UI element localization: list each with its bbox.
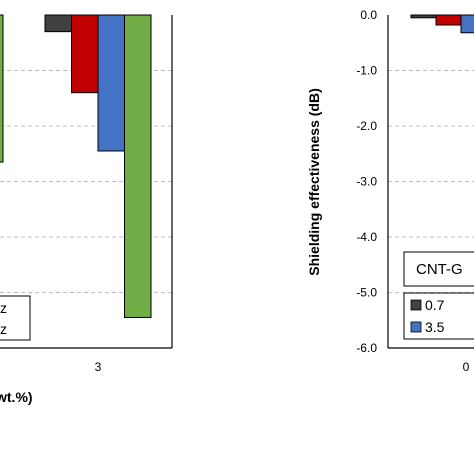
left-bar-series-2	[71, 14, 99, 94]
left-bar-series-4	[124, 14, 152, 318]
left-plot-bars	[0, 14, 152, 318]
left-x-axis-label-fragment: wt.%)	[0, 389, 33, 405]
right-legend-label-1: 0.7	[425, 297, 445, 313]
left-bar-series-1	[44, 14, 72, 33]
right-y-ticks: 0.0 -1.0 -2.0 -3.0 -4.0 -5.0 -6.0	[356, 8, 377, 355]
left-x-tick-label: 3	[95, 360, 102, 374]
right-y-tick-label: -5.0	[356, 286, 377, 300]
right-bar-series-1	[410, 14, 437, 19]
right-y-tick-label: -6.0	[356, 341, 377, 355]
left-bar-partial	[0, 14, 4, 163]
right-legend-swatch-2	[410, 321, 422, 333]
right-y-tick-label: -4.0	[356, 230, 377, 244]
right-bar-series-2	[435, 14, 462, 26]
right-x-tick-label: 0	[463, 360, 470, 374]
right-legend-title: CNT-G	[416, 261, 463, 278]
right-legend-swatch-1	[410, 299, 422, 311]
right-y-tick-label: -1.0	[356, 64, 377, 78]
right-y-tick-label: -2.0	[356, 119, 377, 133]
right-y-tick-label: 0.0	[360, 8, 377, 22]
right-y-tick-label: -3.0	[356, 175, 377, 189]
left-bar-series-3	[97, 14, 125, 152]
right-bar-series-3	[460, 14, 474, 34]
right-legend-label-2: 3.5	[425, 319, 445, 335]
left-legend-fragment-2: z	[0, 321, 7, 337]
left-legend-fragment-1: z	[0, 300, 7, 316]
right-plot-bars	[410, 14, 474, 34]
right-legend-title-box	[403, 251, 474, 287]
right-y-axis-label: Shielding effectiveness (dB)	[306, 88, 322, 275]
left-legend-box	[0, 295, 31, 341]
